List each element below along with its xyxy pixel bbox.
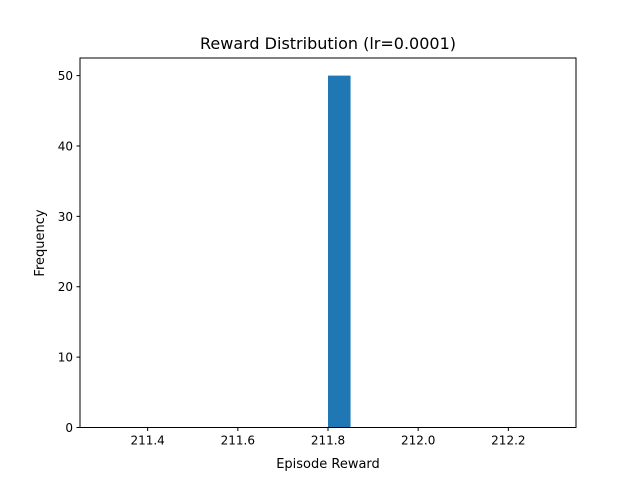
y-axis-ticks: 0 10 20 30 40 50	[58, 69, 80, 435]
plot-frame	[79, 57, 577, 428]
histogram-bar	[328, 75, 351, 428]
y-axis-label: Frequency	[33, 209, 48, 276]
x-tick-label: 212.2	[491, 434, 525, 448]
y-tick-label: 40	[58, 139, 73, 153]
x-tick-label: 211.4	[130, 434, 164, 448]
x-axis-ticks: 211.4 211.6 211.8 212.0 212.2	[130, 427, 526, 448]
y-tick-label: 50	[58, 69, 73, 83]
x-tick-label: 212.0	[401, 434, 435, 448]
x-tick-label: 211.8	[311, 434, 345, 448]
y-tick-label: 0	[65, 421, 73, 435]
y-tick-label: 20	[58, 280, 73, 294]
y-tick-label: 30	[58, 210, 73, 224]
y-tick-label: 10	[58, 351, 73, 365]
x-axis-label: Episode Reward	[276, 457, 380, 472]
chart-title: Reward Distribution (lr=0.0001)	[200, 34, 456, 53]
histogram-bars	[328, 75, 351, 428]
x-tick-label: 211.6	[221, 434, 255, 448]
